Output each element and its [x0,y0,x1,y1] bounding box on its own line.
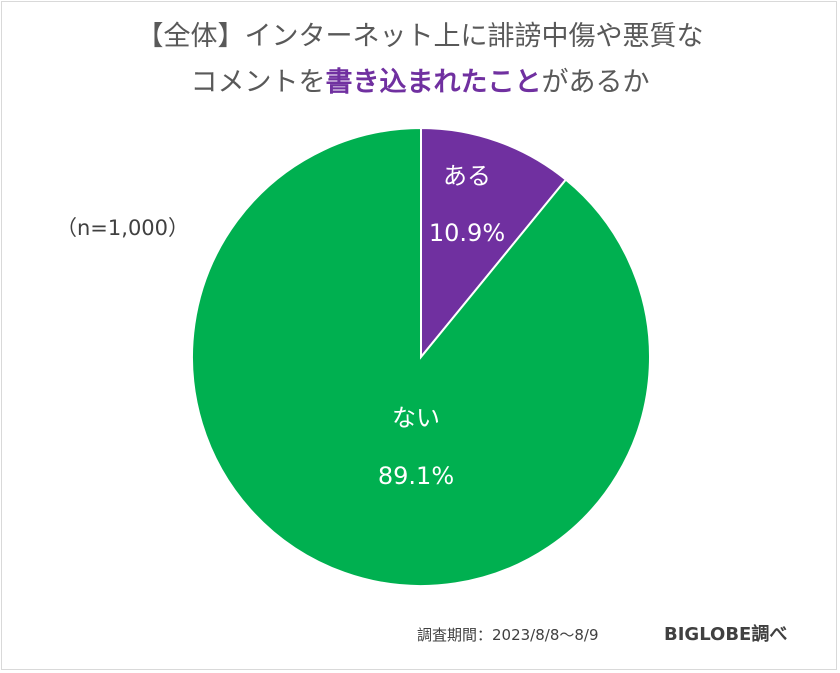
pie-slice-nai [191,126,651,587]
source-brand: BIGLOBE調べ [664,624,788,645]
chart-title-line2: コメントを書き込まれたことがあるか [0,60,840,99]
title-line2-prefix: コメントを [190,67,326,98]
title-highlight: 書き込まれたこと [325,67,542,98]
slice-value-label: 89.1% [378,462,454,490]
title-line2-suffix: があるか [541,67,650,98]
slice-value-label: 10.9% [429,219,505,247]
chart-title-line1: 【全体】インターネット上に誹謗中傷や悪質な [136,21,704,52]
sample-size-label: （n=1,000） [56,216,190,240]
pie-slice-aru [420,126,568,360]
slice-category-label: ない [392,404,440,432]
slice-category-label: ある [443,162,491,190]
survey-period: 調査期間：2023/8/8～8/9 [417,626,599,644]
